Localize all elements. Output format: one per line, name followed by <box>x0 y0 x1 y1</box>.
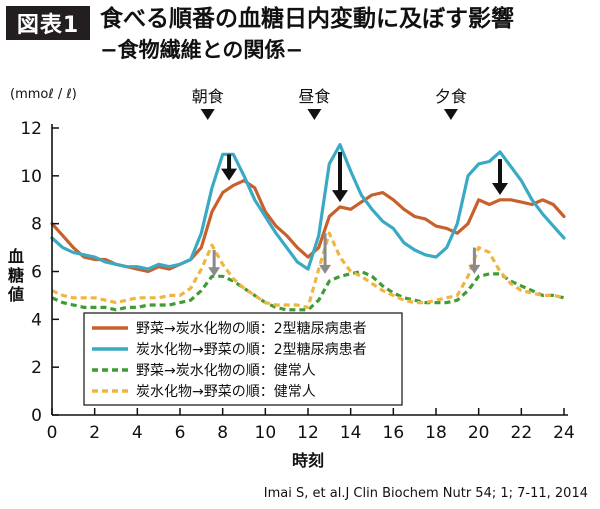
legend-label-2: 炭水化物→野菜の順：2型糖尿病患者 <box>136 342 367 358</box>
black-arrow <box>492 159 508 195</box>
black-arrow <box>221 154 238 181</box>
x-tick-label: 8 <box>217 423 228 443</box>
x-tick-label: 12 <box>297 423 319 443</box>
gray-arrow <box>468 247 481 274</box>
meal-markers: 朝食 昼食 夕食 <box>192 87 467 120</box>
y-tick-label: 12 <box>20 119 42 139</box>
y-tick-label: 8 <box>31 215 42 235</box>
y-unit-label: (mmoℓ / ℓ) <box>10 87 77 102</box>
x-axis-title: 時刻 <box>292 451 324 470</box>
x-tick-label: 18 <box>425 423 447 443</box>
chart-title: 食べる順番の血糖日内変動に及ぼす影響 <box>100 6 514 32</box>
legend: 野菜→炭水化物の順：2型糖尿病患者炭水化物→野菜の順：2型糖尿病患者野菜→炭水化… <box>83 312 403 406</box>
legend-label-1: 野菜→炭水化物の順：2型糖尿病患者 <box>136 321 367 337</box>
series-lines <box>50 143 566 312</box>
x-tick-label: 0 <box>47 423 58 443</box>
series-line-2 <box>50 143 566 271</box>
y-tick-label: 4 <box>31 310 42 330</box>
citation: Imai S, et al.J Clin Biochem Nutr 54; 1;… <box>263 486 588 501</box>
meal-label: 朝食 <box>192 87 224 106</box>
x-tick-label: 16 <box>383 423 405 443</box>
gray-arrow <box>208 249 221 277</box>
meal-marker-triangle <box>443 109 458 120</box>
meal-label: 昼食 <box>298 87 330 106</box>
x-tick-label: 22 <box>511 423 533 443</box>
gray-arrow <box>319 233 332 274</box>
meal-marker-triangle <box>307 109 322 120</box>
y-tick-label: 2 <box>31 358 42 378</box>
meal-marker-triangle <box>200 109 215 120</box>
legend-label-4: 炭水化物→野菜の順：健常人 <box>136 384 316 400</box>
series-line-1 <box>50 179 566 274</box>
legend-label-3: 野菜→炭水化物の順：健常人 <box>136 363 316 379</box>
x-tick-label: 2 <box>89 423 100 443</box>
y-tick-label: 6 <box>31 263 42 283</box>
y-tick-label: 0 <box>31 406 42 426</box>
black-arrow <box>332 151 348 203</box>
y-axis-title: 血糖値 <box>7 247 24 304</box>
series-line-4 <box>51 231 565 309</box>
annotation-arrows <box>208 151 508 277</box>
x-tick-label: 20 <box>468 423 490 443</box>
x-tick-label: 14 <box>340 423 362 443</box>
figure-badge: 図表1 <box>6 6 90 40</box>
series-line-3 <box>51 269 565 312</box>
legend-box <box>83 312 403 406</box>
x-tick-label: 6 <box>175 423 186 443</box>
chart-subtitle: −食物繊維との関係− <box>100 38 303 62</box>
x-tick-label: 4 <box>132 423 143 443</box>
y-tick-label: 10 <box>20 167 42 187</box>
meal-label: 夕食 <box>435 87 467 106</box>
x-tick-label: 10 <box>255 423 277 443</box>
x-tick-label: 24 <box>553 423 575 443</box>
